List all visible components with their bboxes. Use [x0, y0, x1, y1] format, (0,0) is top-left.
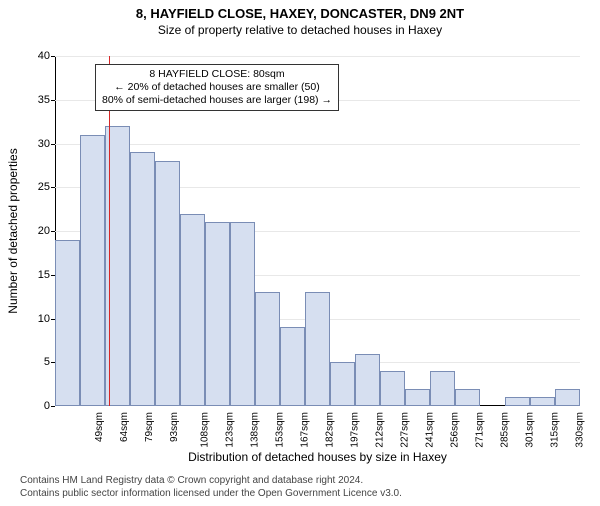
ytick-label: 20 — [38, 225, 50, 237]
xtick-label: 153sqm — [274, 412, 285, 448]
ytick-label: 15 — [38, 269, 50, 281]
chart-title: 8, HAYFIELD CLOSE, HAXEY, DONCASTER, DN9… — [0, 6, 600, 21]
histogram-bar — [80, 135, 105, 406]
xtick-label: 93sqm — [169, 412, 180, 442]
ytick-label: 35 — [38, 94, 50, 106]
xtick-label: 64sqm — [119, 412, 130, 442]
footnote-line1: Contains HM Land Registry data © Crown c… — [20, 474, 402, 487]
histogram-bar — [155, 161, 180, 406]
footnote: Contains HM Land Registry data © Crown c… — [20, 474, 402, 500]
annotation-line1: 8 HAYFIELD CLOSE: 80sqm — [102, 68, 332, 81]
ytick-mark — [51, 406, 55, 407]
xtick-label: 285sqm — [499, 412, 510, 448]
histogram-bar — [280, 327, 305, 406]
xtick-label: 167sqm — [299, 412, 310, 448]
ytick-mark — [51, 231, 55, 232]
histogram-bar — [405, 389, 430, 407]
histogram-bar — [205, 222, 230, 406]
histogram-bar — [255, 292, 280, 406]
histogram-bar — [130, 152, 155, 406]
histogram-bar — [330, 362, 355, 406]
ytick-label: 5 — [44, 356, 50, 368]
ytick-mark — [51, 187, 55, 188]
xtick-label: 49sqm — [94, 412, 105, 442]
ytick-label: 10 — [38, 313, 50, 325]
xtick-label: 182sqm — [324, 412, 335, 448]
xtick-label: 138sqm — [249, 412, 260, 448]
annotation-line3: 80% of semi-detached houses are larger (… — [102, 94, 332, 107]
ytick-mark — [51, 56, 55, 57]
xtick-label: 315sqm — [549, 412, 560, 448]
histogram-bar — [305, 292, 330, 406]
xtick-label: 301sqm — [524, 412, 535, 448]
gridline — [55, 144, 580, 145]
ytick-mark — [51, 144, 55, 145]
ytick-mark — [51, 100, 55, 101]
histogram-bar — [355, 354, 380, 407]
xtick-label: 123sqm — [224, 412, 235, 448]
ytick-label: 30 — [38, 138, 50, 150]
xtick-label: 212sqm — [374, 412, 385, 448]
histogram-bar — [505, 397, 530, 406]
annotation-box: 8 HAYFIELD CLOSE: 80sqm ← 20% of detache… — [95, 64, 339, 111]
xtick-label: 227sqm — [399, 412, 410, 448]
ytick-label: 40 — [38, 50, 50, 62]
histogram-bar — [180, 214, 205, 407]
chart-subtitle: Size of property relative to detached ho… — [0, 23, 600, 37]
xtick-label: 271sqm — [474, 412, 485, 448]
ytick-label: 0 — [44, 400, 50, 412]
ytick-label: 25 — [38, 181, 50, 193]
histogram-bar — [55, 240, 80, 406]
xtick-label: 79sqm — [144, 412, 155, 442]
footnote-line2: Contains public sector information licen… — [20, 487, 402, 500]
y-axis-label: Number of detached properties — [6, 148, 20, 313]
xtick-label: 241sqm — [424, 412, 435, 448]
xtick-label: 330sqm — [574, 412, 585, 448]
xtick-label: 108sqm — [199, 412, 210, 448]
gridline — [55, 56, 580, 57]
xtick-label: 197sqm — [349, 412, 360, 448]
xtick-label: 256sqm — [449, 412, 460, 448]
chart-area: 49sqm64sqm79sqm93sqm108sqm123sqm138sqm15… — [55, 56, 580, 406]
x-axis-label: Distribution of detached houses by size … — [188, 450, 447, 464]
annotation-line2: ← 20% of detached houses are smaller (50… — [102, 81, 332, 94]
histogram-bar — [380, 371, 405, 406]
histogram-bar — [455, 389, 480, 407]
histogram-bar — [230, 222, 255, 406]
histogram-bar — [430, 371, 455, 406]
histogram-bar — [555, 389, 580, 407]
histogram-bar — [530, 397, 555, 406]
